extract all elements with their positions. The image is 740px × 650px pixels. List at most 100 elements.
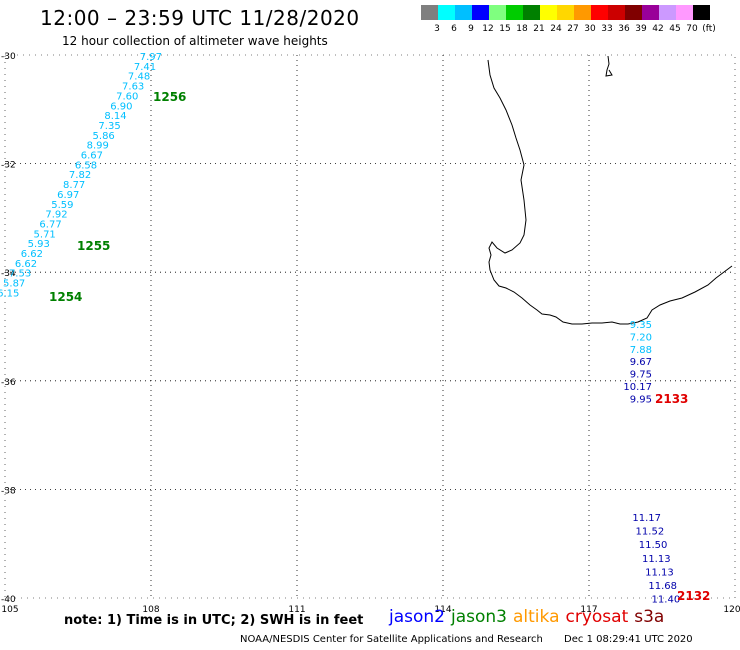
wave-height-value: 11.50 (639, 540, 668, 551)
wave-height-value: 6.62 (15, 259, 37, 270)
wave-height-value: 6.67 (81, 151, 103, 162)
wave-height-value: 11.17 (632, 513, 661, 524)
wave-height-value: 7.97 (140, 52, 162, 63)
wave-height-value: 11.68 (648, 581, 677, 592)
scale-label: 15 (499, 24, 511, 34)
wave-height-value: 7.60 (116, 91, 138, 102)
wave-height-value: 10.17 (623, 382, 652, 393)
scale-swatch (676, 5, 693, 20)
longitude-labels: 105 108 111 114 117 120 (1, 605, 740, 615)
latitude-label: -40 (1, 595, 16, 605)
australia-coastline (487, 59, 733, 325)
note-text: note: 1) Time is in UTC; 2) SWH is in fe… (64, 613, 364, 628)
scale-swatch (506, 5, 523, 20)
scale-label: 70 (686, 24, 698, 34)
small-island-coast (605, 55, 613, 77)
wave-height-value: 7.53 (9, 269, 31, 280)
latitude-label: -30 (1, 52, 16, 62)
wave-height-value: 9.95 (630, 394, 652, 405)
scale-label: 21 (533, 24, 545, 34)
wave-height-value: 9.75 (630, 370, 652, 381)
scale-swatch (489, 5, 506, 20)
longitude-label: 108 (142, 605, 159, 615)
legend-item-altika: altika (513, 607, 560, 627)
wave-height-value: 11.40 (652, 595, 681, 606)
wave-height-value: 8.14 (104, 111, 126, 122)
footer: NOAA/NESDIS Center for Satellite Applica… (240, 634, 693, 645)
wave-height-value: 5.59 (51, 200, 73, 211)
scale-label: 3 (434, 24, 440, 34)
scale-swatch (608, 5, 625, 20)
legend-item-s3a: s3a (634, 607, 665, 627)
scale-label: 12 (482, 24, 494, 34)
scale-label: 39 (635, 24, 647, 34)
wave-height-value: 11.13 (642, 554, 671, 565)
wave-height-value: 11.52 (636, 527, 665, 538)
longitude-label: 120 (723, 605, 740, 615)
wave-height-value: 7.82 (69, 170, 91, 181)
scale-label: 24 (550, 24, 562, 34)
scale-swatch (472, 5, 489, 20)
map-border (4, 54, 736, 599)
wave-height-value: 7.48 (128, 72, 150, 83)
scale-swatch (659, 5, 676, 20)
scale-label: (ft) (702, 24, 716, 34)
scale-swatch (642, 5, 659, 20)
wave-height-value: 7.41 (134, 62, 156, 73)
map-title: 12:00 – 23:59 UTC 11/28/2020 (40, 6, 360, 30)
wave-height-value: 6.97 (57, 190, 79, 201)
scale-swatch (574, 5, 591, 20)
wave-height-value: 9.67 (630, 357, 652, 368)
longitude-label: 111 (288, 605, 305, 615)
wave-height-value: 6.90 (110, 101, 132, 112)
pass-time-label: 2132 (677, 589, 710, 603)
satellite-tracks: 7.977.417.487.637.606.908.147.355.868.99… (0, 52, 710, 606)
wave-height-value: 8.99 (87, 141, 109, 152)
scale-swatch (421, 5, 438, 20)
legend-item-cryosat: cryosat (565, 607, 629, 627)
scale-label: 27 (567, 24, 579, 34)
latitude-labels: -30 -32 -34 -36 -38 -40 (1, 52, 16, 605)
pass-time-label: 1255 (77, 239, 110, 253)
wave-height-value: 7.20 (630, 332, 652, 343)
wave-height-value: 5.86 (93, 131, 115, 142)
scale-swatch (540, 5, 557, 20)
wave-height-value: 5.93 (28, 239, 50, 250)
longitude-label: 114 (434, 605, 451, 615)
scale-label: 36 (618, 24, 630, 34)
scale-swatch (523, 5, 540, 20)
satellite-legend: jason2 jason3 altika cryosat s3a (389, 607, 670, 627)
wave-height-value: 8.77 (63, 180, 85, 191)
latitude-label: -34 (1, 269, 16, 279)
lat-lon-grid (5, 55, 735, 598)
pass-time-label: 2133 (655, 392, 688, 406)
wave-height-value: 11.13 (645, 567, 674, 578)
pass-time-label: 1256 (153, 90, 186, 104)
wave-height-value: 7.88 (630, 345, 652, 356)
wave-height-value: 6.77 (39, 219, 61, 230)
scale-label: 30 (584, 24, 596, 34)
wave-height-value: 6.62 (21, 249, 43, 260)
map-frame (4, 54, 736, 599)
latitude-label: -32 (1, 161, 16, 171)
wave-height-value: 5.71 (34, 229, 56, 240)
longitude-label: 117 (580, 605, 597, 615)
latitude-label: -38 (1, 486, 16, 496)
longitude-label: 105 (1, 605, 18, 615)
scale-label: 33 (601, 24, 613, 34)
wave-height-value: 9.35 (630, 320, 652, 331)
latitude-label: -36 (1, 378, 16, 388)
wave-height-value: 6.15 (0, 288, 19, 299)
footer-credit: NOAA/NESDIS Center for Satellite Applica… (240, 634, 543, 645)
map-subtitle: 12 hour collection of altimeter wave hei… (62, 34, 328, 48)
legend-item-jason2: jason2 (389, 607, 445, 627)
scale-swatch (438, 5, 455, 20)
wave-height-value: 7.92 (45, 210, 67, 221)
wave-height-value: 7.35 (98, 121, 120, 132)
scale-swatch (455, 5, 472, 20)
scale-swatch (557, 5, 574, 20)
footer-timestamp: Dec 1 08:29:41 UTC 2020 (564, 634, 693, 645)
scale-label: 6 (451, 24, 457, 34)
wave-height-value: 6.58 (75, 160, 97, 171)
